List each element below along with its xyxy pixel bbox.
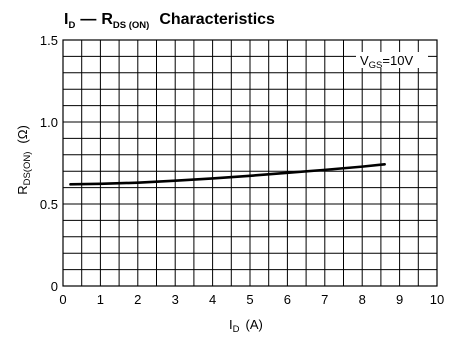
chart-title: ID — RDS (ON) Characteristics xyxy=(64,11,275,31)
y-tick-label: 1.5 xyxy=(40,33,58,48)
y-axis-label: RDS(ON) (Ω) xyxy=(15,125,33,195)
y-tick-label: 0 xyxy=(51,279,58,294)
x-tick-label: 6 xyxy=(284,292,291,307)
x-tick-label: 7 xyxy=(321,292,328,307)
xlabel-unit: (A) xyxy=(246,317,263,332)
series-line xyxy=(70,164,384,184)
title-var2-sub: DS (ON) xyxy=(113,20,149,31)
x-tick-label: 4 xyxy=(209,292,216,307)
y-tick-label: 1.0 xyxy=(40,115,58,130)
x-tick-label: 1 xyxy=(97,292,104,307)
x-axis-label: ID (A) xyxy=(229,317,263,335)
x-tick-labels: 0 1 2 3 4 5 6 7 8 9 10 xyxy=(59,292,444,307)
y-tick-labels: 0 0.5 1.0 1.5 xyxy=(40,33,58,294)
x-tick-label: 10 xyxy=(430,292,444,307)
vgs-sub: GS xyxy=(369,60,383,71)
xlabel-sub: D xyxy=(233,324,240,335)
vgs-var: V xyxy=(360,53,369,68)
vgs-rest: =10V xyxy=(382,53,413,68)
vgs-annotation: VGS=10V xyxy=(356,52,428,71)
title-rest: Characteristics xyxy=(159,11,275,28)
title-dash: — xyxy=(80,11,96,28)
ylabel-unit: (Ω) xyxy=(15,125,30,143)
x-tick-label: 9 xyxy=(396,292,403,307)
y-tick-label: 0.5 xyxy=(40,197,58,212)
x-tick-label: 2 xyxy=(134,292,141,307)
vgs-annotation-text: VGS=10V xyxy=(360,53,413,71)
ylabel-sub: DS(ON) xyxy=(22,152,33,186)
title-var1-sub: D xyxy=(68,20,75,31)
ylabel-var: R xyxy=(15,185,30,194)
grid xyxy=(63,40,437,286)
x-tick-label: 0 xyxy=(59,292,66,307)
x-tick-label: 5 xyxy=(246,292,253,307)
x-tick-label: 8 xyxy=(359,292,366,307)
title-var2: R xyxy=(101,11,113,28)
x-tick-label: 3 xyxy=(172,292,179,307)
